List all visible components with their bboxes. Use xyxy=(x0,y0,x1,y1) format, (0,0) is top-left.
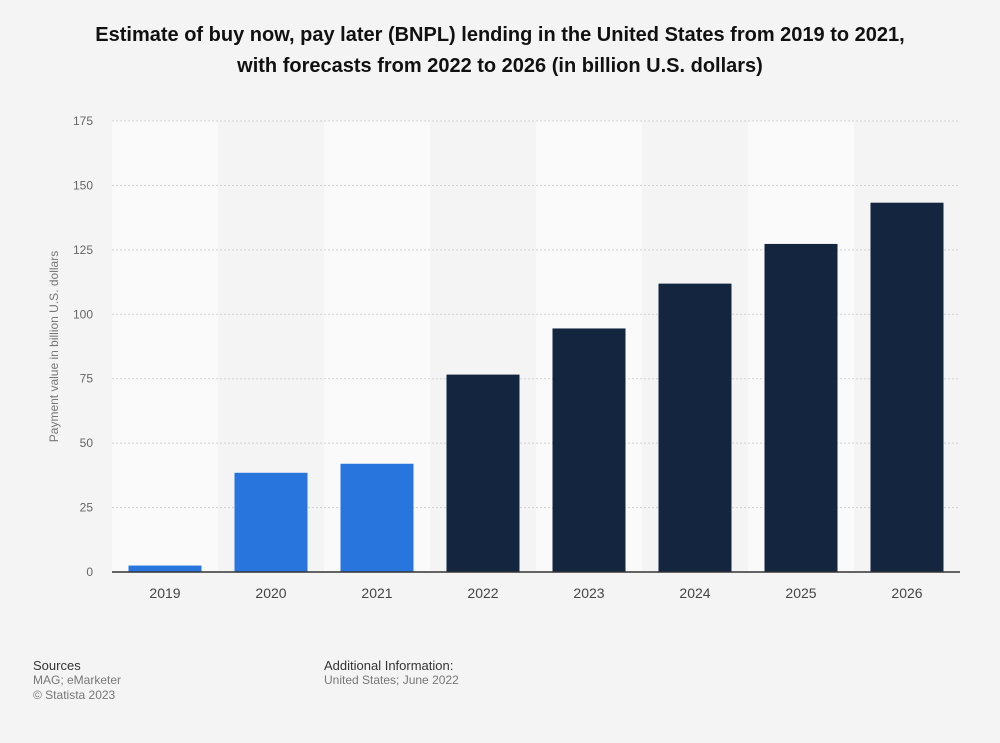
chart-title: Estimate of buy now, pay later (BNPL) le… xyxy=(40,20,960,82)
y-tick-label: 100 xyxy=(73,307,93,321)
bar-2024[interactable] xyxy=(658,283,732,572)
y-tick-label: 25 xyxy=(80,501,94,515)
y-tick-label: 50 xyxy=(80,436,94,450)
y-tick-label: 75 xyxy=(80,372,94,386)
additional-info-block: Additional Information: United States; J… xyxy=(324,658,459,688)
y-tick-label: 150 xyxy=(73,178,93,192)
y-tick-label: 0 xyxy=(86,565,93,579)
bar-2020[interactable] xyxy=(234,472,308,572)
bar-2021[interactable] xyxy=(340,463,414,572)
x-tick-label: 2023 xyxy=(573,585,604,601)
x-tick-label: 2021 xyxy=(361,585,392,601)
x-tick-label: 2024 xyxy=(679,585,710,601)
x-tick-label: 2025 xyxy=(785,585,816,601)
copyright-text: © Statista 2023 xyxy=(33,688,116,702)
x-tick-label: 2026 xyxy=(891,585,922,601)
sources-block: Sources MAG; eMarketer © Statista 2023 xyxy=(33,658,121,703)
sources-label: Sources xyxy=(33,658,81,673)
sources-value: MAG; eMarketer xyxy=(33,673,122,687)
y-axis-label: Payment value in billion U.S. dollars xyxy=(47,251,61,442)
x-tick-labels: 2019 2020 2021 2022 2023 2024 2025 2026 xyxy=(149,585,922,601)
bar-2026[interactable] xyxy=(870,202,944,572)
bar-2022[interactable] xyxy=(446,374,520,572)
bar-2019[interactable] xyxy=(128,565,202,572)
bar-2025[interactable] xyxy=(764,243,838,572)
bars xyxy=(128,202,944,572)
y-tick-labels: 0 25 50 75 100 125 150 175 xyxy=(73,114,93,579)
additional-info-value: United States; June 2022 xyxy=(324,673,459,687)
x-tick-label: 2019 xyxy=(149,585,180,601)
y-tick-label: 125 xyxy=(73,243,93,257)
x-tick-label: 2022 xyxy=(467,585,498,601)
chart-title-line-1: Estimate of buy now, pay later (BNPL) le… xyxy=(95,24,905,46)
x-tick-label: 2020 xyxy=(255,585,286,601)
chart-title-line-2: with forecasts from 2022 to 2026 (in bil… xyxy=(237,55,763,77)
y-tick-label: 175 xyxy=(73,114,93,128)
background-band xyxy=(112,121,218,572)
additional-info-label: Additional Information: xyxy=(324,658,454,673)
bar-2023[interactable] xyxy=(552,328,626,572)
